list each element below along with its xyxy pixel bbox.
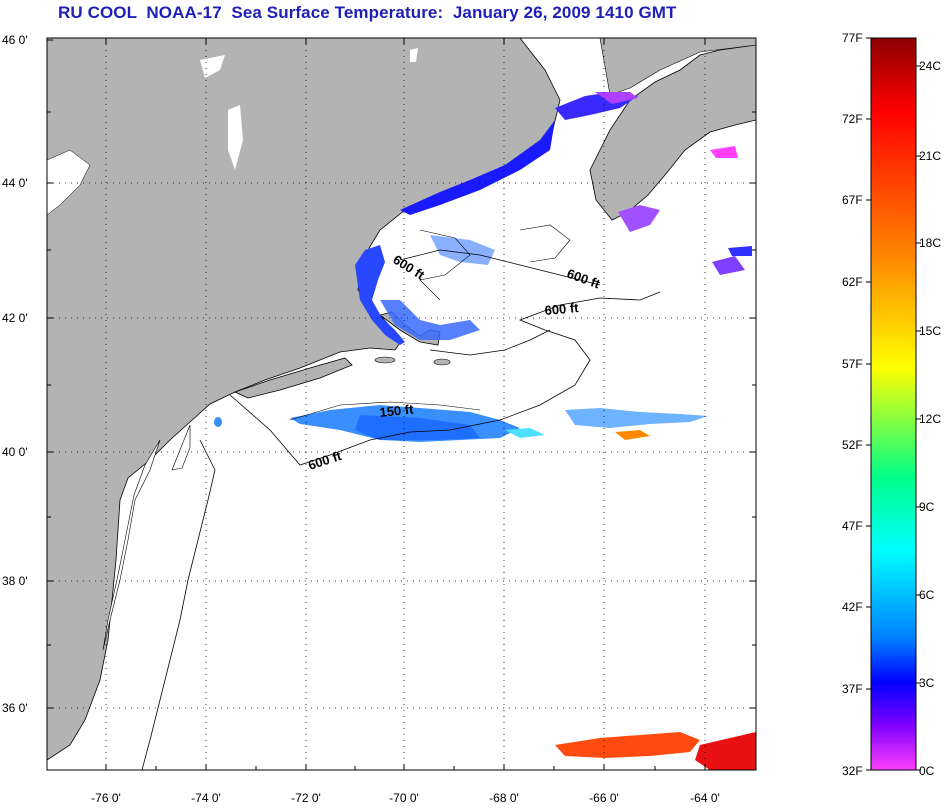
colorbar-label-f: 42F bbox=[842, 600, 863, 614]
colorbar-label-c: 0C bbox=[919, 764, 935, 778]
lake bbox=[200, 55, 225, 78]
lon-label: -74 0' bbox=[191, 791, 221, 805]
lon-label: -70 0' bbox=[389, 791, 419, 805]
isobath-line bbox=[399, 249, 601, 286]
long-island bbox=[233, 357, 353, 399]
colorbar-label-f: 67F bbox=[842, 193, 863, 207]
sst-violet bbox=[595, 92, 638, 104]
colorbar-label-c: 15C bbox=[919, 324, 941, 338]
lat-gridlines bbox=[47, 182, 756, 709]
isobath-line bbox=[519, 224, 571, 263]
sst-blue bbox=[355, 245, 405, 345]
lon-label: -76 0' bbox=[91, 791, 121, 805]
sst-violet bbox=[712, 256, 745, 275]
isobath-line bbox=[429, 329, 551, 356]
colorbar-label-c: 9C bbox=[919, 500, 935, 514]
colorbar-ticks bbox=[866, 37, 921, 771]
lat-label: 40 0' bbox=[2, 445, 28, 459]
colorbar-label-c: 24C bbox=[919, 59, 941, 73]
contour-label: 600 ft bbox=[544, 300, 580, 318]
lon-gridlines bbox=[105, 38, 706, 770]
lake bbox=[228, 105, 243, 170]
isobath-line bbox=[289, 401, 481, 421]
colorbar-label-c: 3C bbox=[919, 676, 935, 690]
lat-label: 36 0' bbox=[2, 701, 28, 715]
map-frame bbox=[46, 37, 757, 771]
sst-magenta bbox=[710, 146, 738, 158]
lake bbox=[410, 48, 418, 62]
island bbox=[433, 358, 451, 366]
colorbar-label-f: 47F bbox=[842, 519, 863, 533]
lat-label: 44 0' bbox=[2, 176, 28, 190]
colorbar-label-f: 37F bbox=[842, 682, 863, 696]
map-title: RU COOL NOAA-17 Sea Surface Temperature:… bbox=[58, 3, 677, 22]
sst-cyan bbox=[505, 428, 545, 438]
sst-warm bbox=[615, 430, 650, 440]
sst-blue bbox=[400, 120, 555, 215]
lon-label: -68 0' bbox=[489, 791, 519, 805]
sst-warm bbox=[695, 732, 756, 770]
island bbox=[374, 356, 396, 364]
isobath-line bbox=[419, 229, 471, 301]
sst-blue bbox=[565, 408, 708, 428]
lat-label: 42 0' bbox=[2, 311, 28, 325]
colorbar-label-c: 18C bbox=[919, 236, 941, 250]
bay bbox=[102, 439, 161, 651]
lat-label: 38 0' bbox=[2, 574, 28, 588]
colorbar-label-c: 21C bbox=[919, 149, 941, 163]
lon-label: -66 0' bbox=[589, 791, 619, 805]
sst-blue bbox=[380, 300, 480, 340]
colorbar-label-f: 62F bbox=[842, 275, 863, 289]
colorbar-label-f: 52F bbox=[842, 438, 863, 452]
sst-blue bbox=[728, 246, 752, 256]
sst-blue bbox=[355, 415, 480, 440]
contour-label: 150 ft bbox=[379, 401, 415, 420]
colorbar-label-f: 32F bbox=[842, 764, 863, 778]
bay bbox=[171, 424, 191, 471]
colorbar-label-f: 72F bbox=[842, 112, 863, 126]
map-ticks bbox=[47, 38, 756, 770]
sst-blue bbox=[214, 417, 222, 427]
colorbar bbox=[870, 37, 917, 771]
colorbar-label-c: 12C bbox=[919, 412, 941, 426]
lon-label: -72 0' bbox=[291, 791, 321, 805]
lat-label: 46 0' bbox=[2, 33, 28, 47]
sst-blue bbox=[430, 235, 495, 265]
colorbar-label-f: 57F bbox=[842, 357, 863, 371]
sst-warm bbox=[555, 732, 700, 758]
isobath-line bbox=[141, 439, 216, 770]
lake bbox=[47, 149, 91, 216]
lon-label: -64 0' bbox=[690, 791, 720, 805]
isobath-line bbox=[229, 291, 661, 466]
colorbar-label-f: 77F bbox=[842, 31, 863, 45]
colorbar-label-c: 6C bbox=[919, 588, 935, 602]
sst-violet bbox=[618, 205, 660, 232]
